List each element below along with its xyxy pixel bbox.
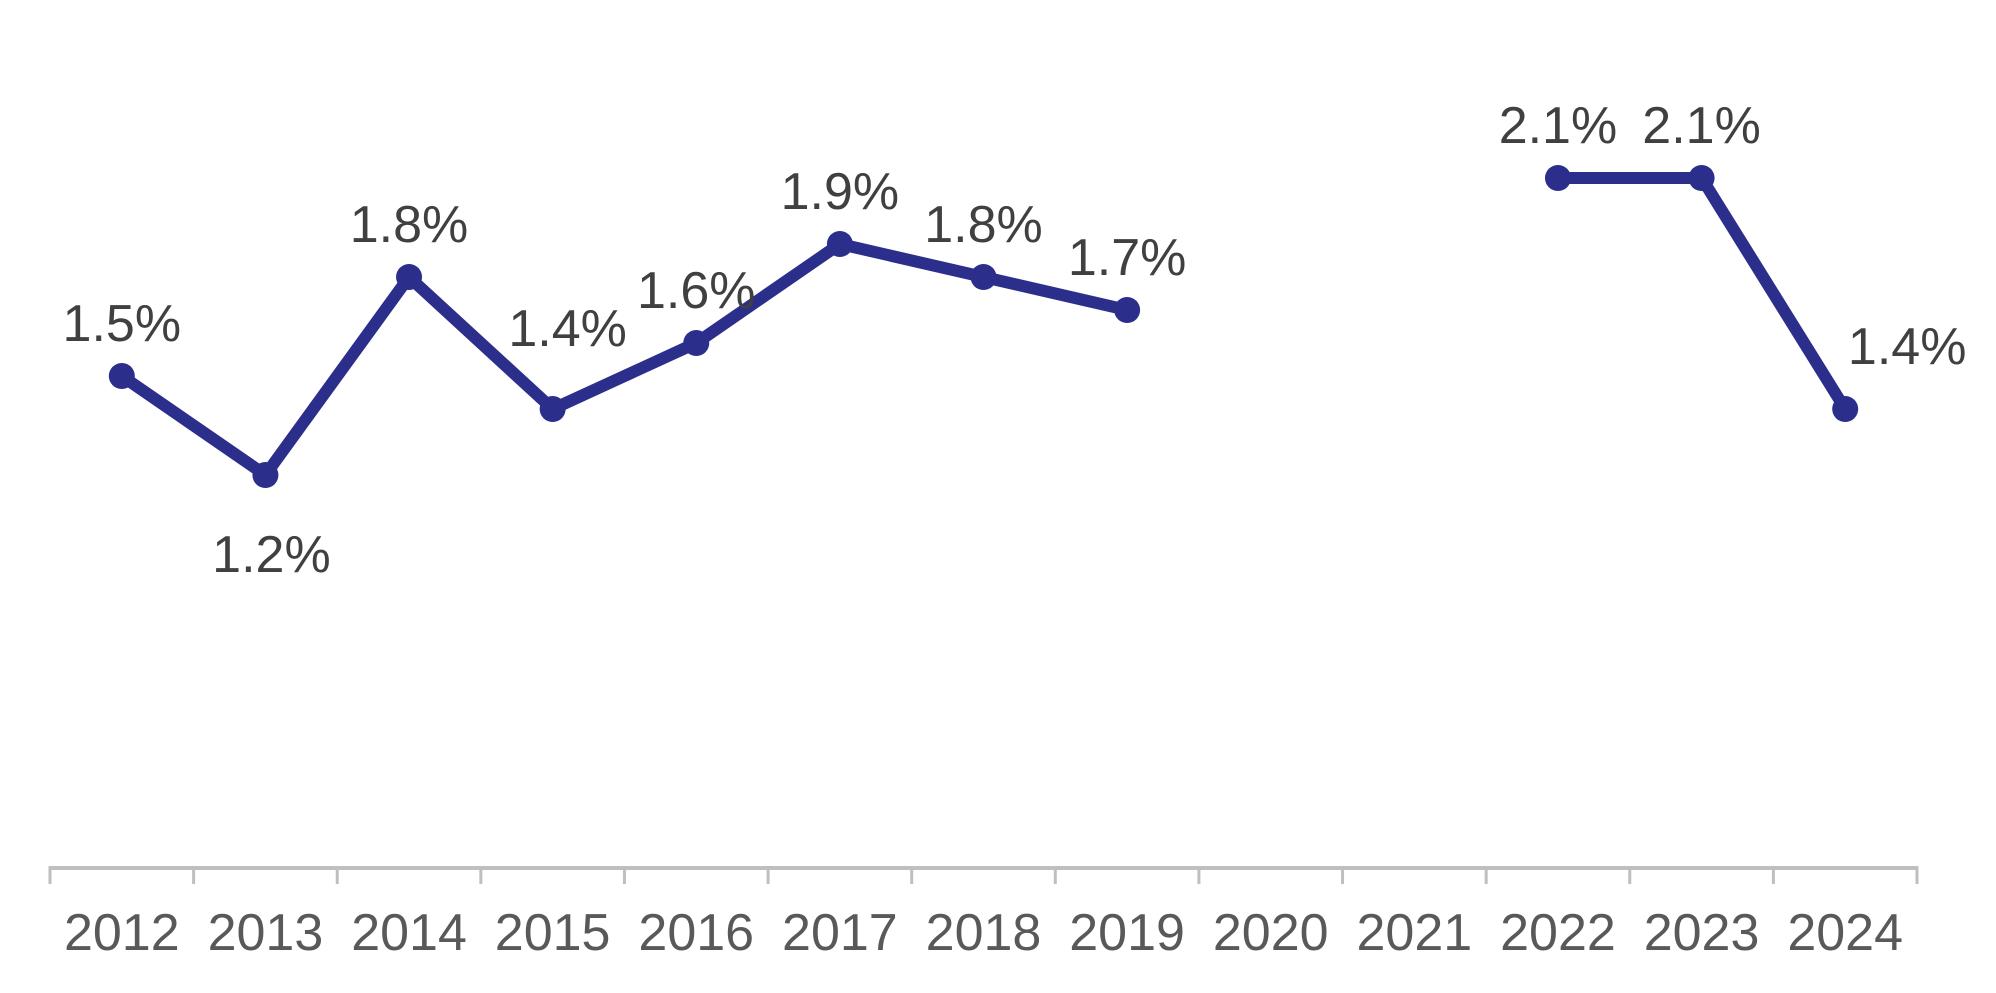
series-line-segment xyxy=(1552,172,1852,415)
x-axis-label-2022: 2022 xyxy=(1500,904,1616,962)
data-point-2012 xyxy=(108,363,135,389)
data-point-2022 xyxy=(1544,165,1571,191)
data-point-2024 xyxy=(1832,396,1859,422)
data-label-2024: 1.4% xyxy=(1848,318,1967,376)
data-label-2017: 1.9% xyxy=(781,163,900,221)
x-axis-label-2017: 2017 xyxy=(782,904,898,962)
data-point-2019 xyxy=(1114,297,1141,323)
data-label-2013: 1.2% xyxy=(212,526,331,584)
data-label-2012: 1.5% xyxy=(63,295,182,353)
x-axis-label-2015: 2015 xyxy=(495,904,611,962)
data-point-2014 xyxy=(396,264,423,290)
data-point-2016 xyxy=(683,330,710,356)
data-label-2023: 2.1% xyxy=(1642,97,1761,155)
data-point-2018 xyxy=(970,264,997,290)
x-axis-label-2023: 2023 xyxy=(1644,904,1760,962)
data-label-2019: 1.7% xyxy=(1068,229,1187,287)
x-axis-label-2016: 2016 xyxy=(638,904,754,962)
data-label-2014: 1.8% xyxy=(350,196,469,254)
data-label-2016: 1.6% xyxy=(637,262,756,320)
data-point-2023 xyxy=(1688,165,1715,191)
x-axis-label-2018: 2018 xyxy=(926,904,1042,962)
data-point-2017 xyxy=(826,231,853,257)
x-axis-label-2014: 2014 xyxy=(351,904,467,962)
x-axis-label-2024: 2024 xyxy=(1787,904,1903,962)
series-line-segment xyxy=(115,238,1134,481)
x-axis-label-2013: 2013 xyxy=(208,904,324,962)
x-axis-label-2012: 2012 xyxy=(64,904,180,962)
x-axis-label-2020: 2020 xyxy=(1213,904,1329,962)
data-label-2018: 1.8% xyxy=(924,196,1043,254)
data-label-2015: 1.4% xyxy=(508,300,627,358)
data-label-2022: 2.1% xyxy=(1499,97,1618,155)
data-point-2015 xyxy=(539,396,566,422)
data-point-2013 xyxy=(252,462,279,488)
x-axis-label-2019: 2019 xyxy=(1069,904,1185,962)
x-axis-label-2021: 2021 xyxy=(1357,904,1473,962)
